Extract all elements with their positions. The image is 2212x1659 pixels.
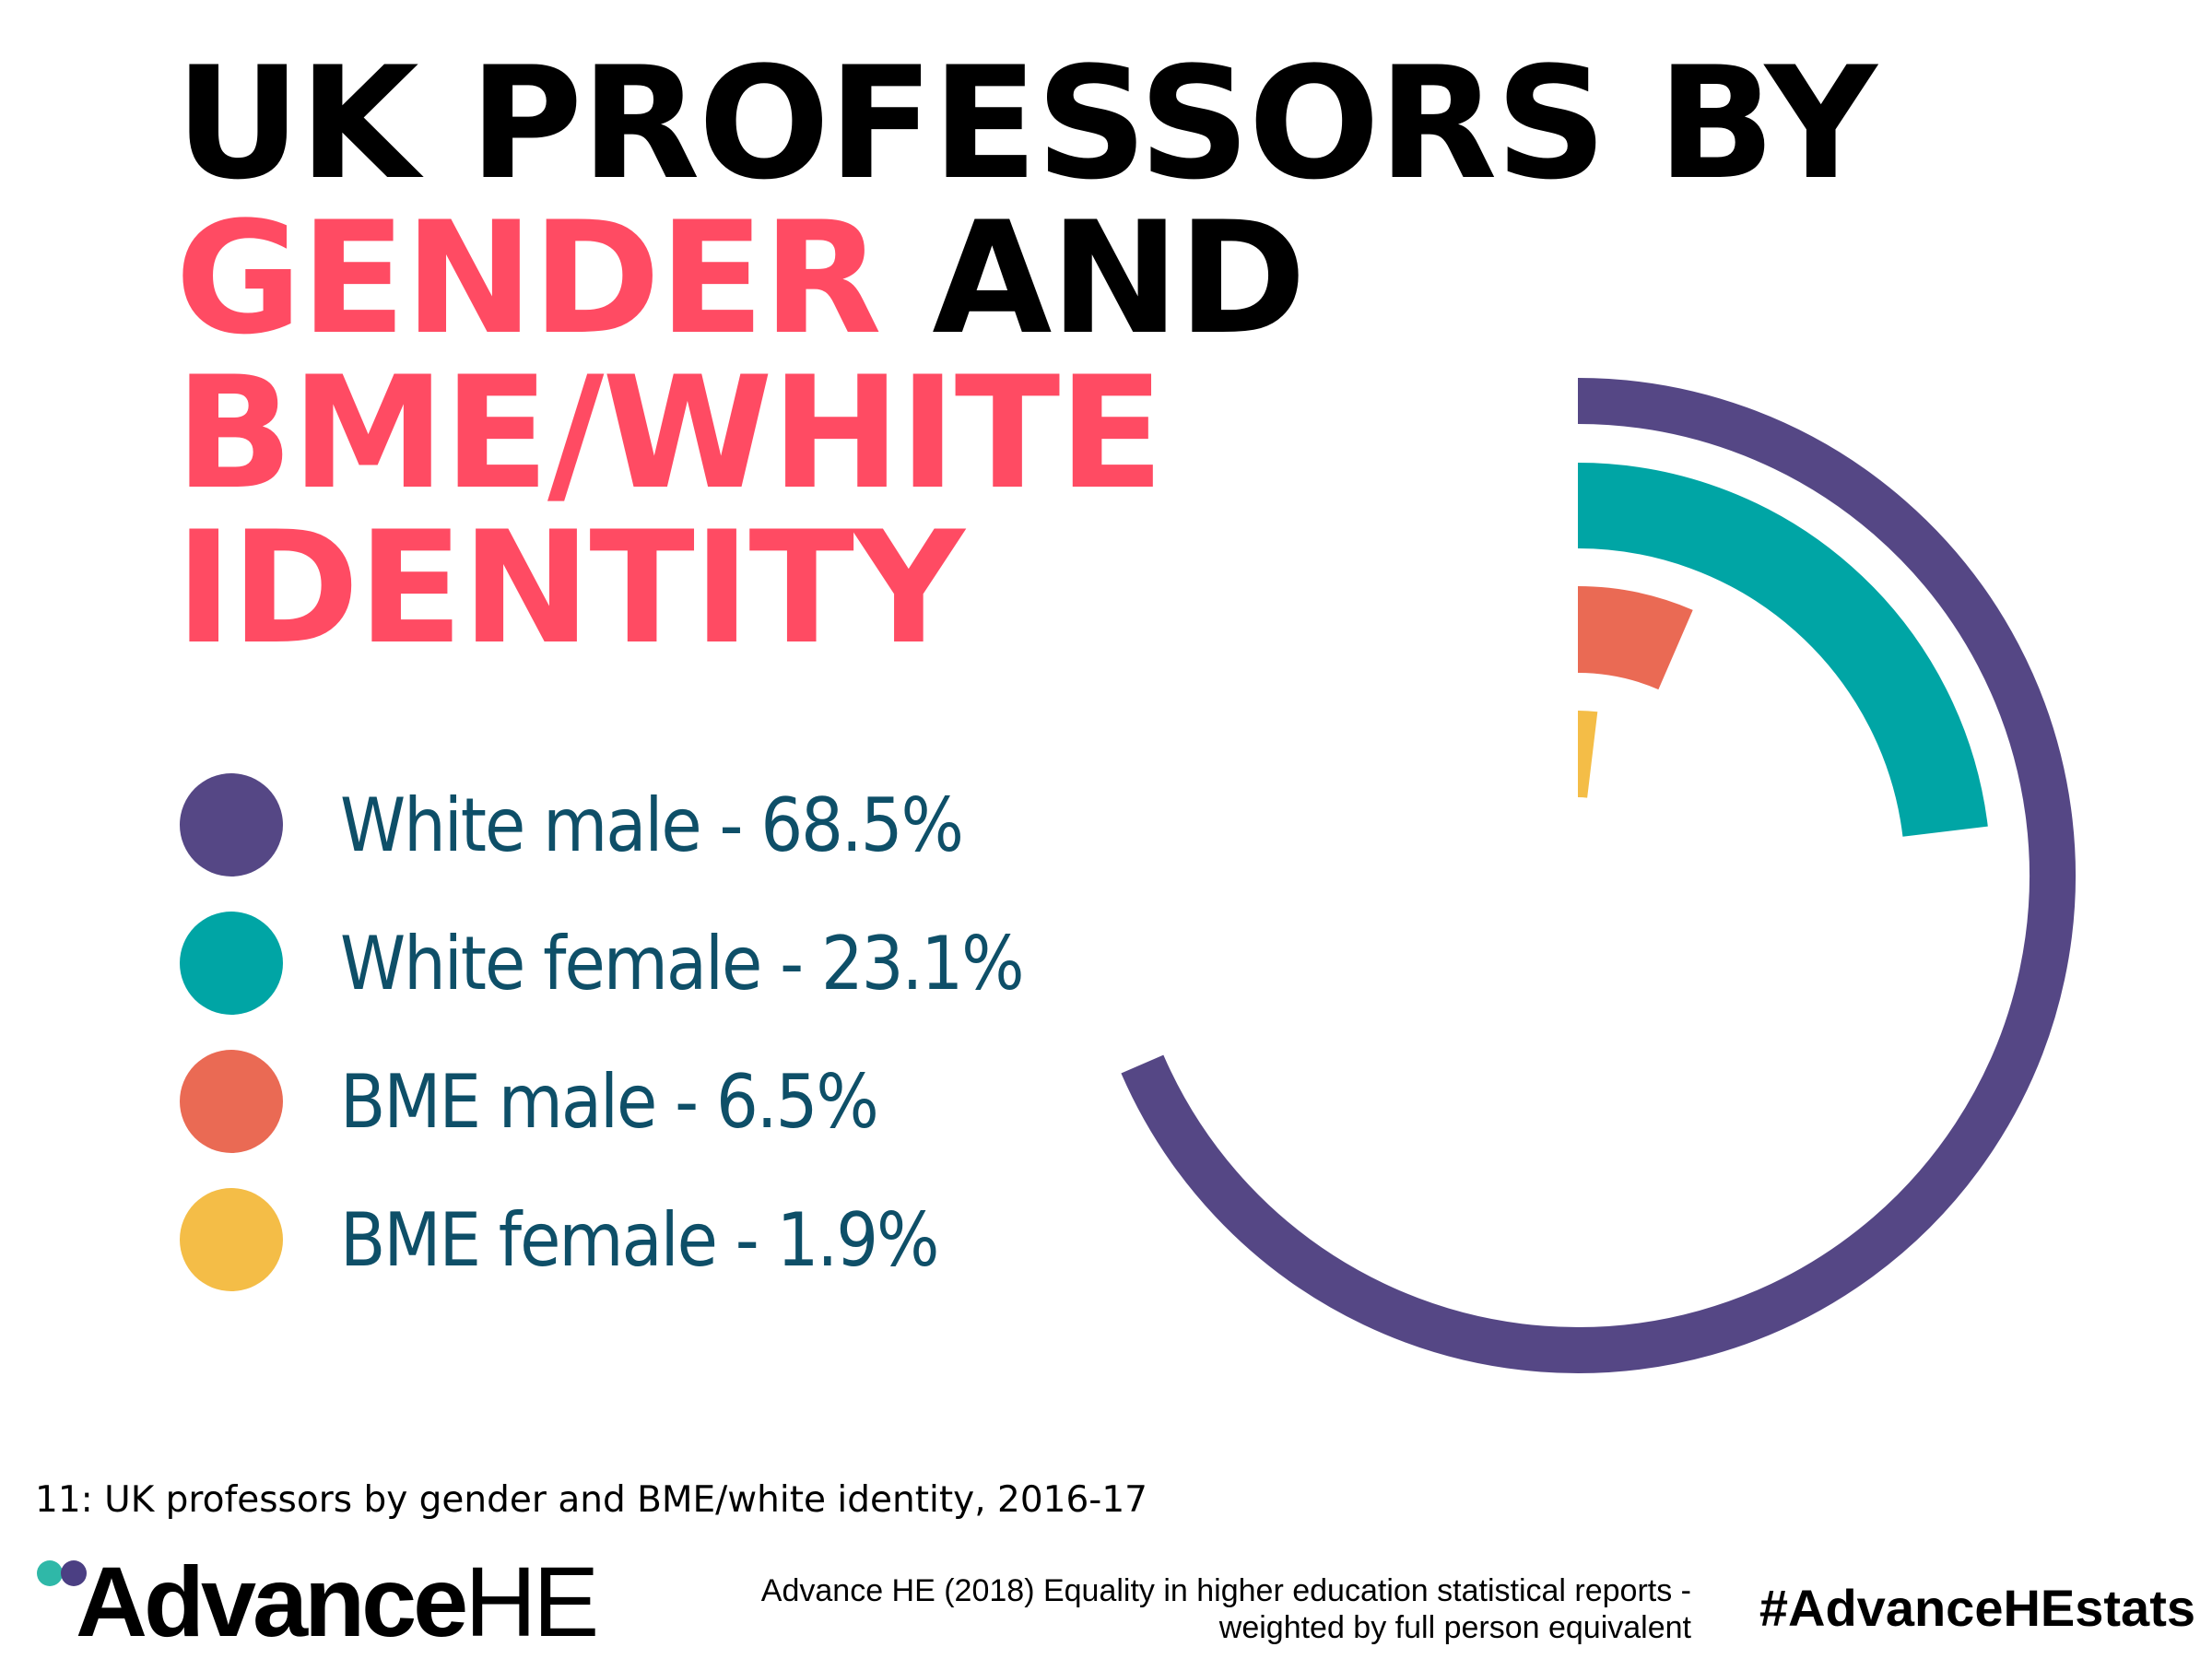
legend-item-bme-male: BME male - 6.5% — [180, 1032, 1023, 1171]
legend-label-bme-female: BME female - 1.9% — [340, 1196, 939, 1283]
hashtag: #AdvanceHEstats — [1759, 1579, 2195, 1637]
chart-title: UK PROFESSORS BY GENDER AND BME/WHITE ID… — [175, 33, 1877, 678]
legend-item-white-female: White female - 23.1% — [180, 894, 1025, 1032]
logo-text-advance: Advance — [76, 1546, 468, 1657]
source-line-2: weighted by full person equivalent — [1218, 1610, 1691, 1645]
title-and: AND — [879, 188, 1306, 369]
title-line-4: IDENTITY — [175, 498, 965, 678]
legend-item-bme-female: BME female - 1.9% — [180, 1171, 1023, 1309]
legend-item-white-male: White male - 68.5% — [180, 756, 1023, 894]
logo-dot-teal — [37, 1560, 63, 1586]
legend-swatch-bme-female — [180, 1188, 283, 1291]
figure-caption: 11: UK professors by gender and BME/whit… — [35, 1479, 1147, 1521]
legend-label-white-female: White female - 23.1% — [340, 920, 1025, 1006]
logo-wordmark: AdvanceHE — [76, 1546, 599, 1657]
arc-bme-male — [1577, 586, 1693, 690]
title-line-1: UK PROFESSORS BY — [175, 33, 1877, 214]
legend: White male - 68.5% White female - 23.1% … — [180, 756, 1025, 1309]
source-note: Advance HE (2018) Equality in higher edu… — [761, 1572, 1691, 1646]
title-accent-gender: GENDER — [175, 188, 882, 369]
logo-text-he: HE — [465, 1546, 599, 1657]
legend-label-bme-male: BME male - 6.5% — [340, 1058, 879, 1145]
legend-swatch-white-female — [180, 912, 283, 1015]
title-line-3: BME/WHITE — [175, 343, 1164, 524]
legend-swatch-white-male — [180, 773, 283, 877]
arc-white-male — [1121, 378, 2076, 1373]
title-line-2: GENDER AND — [175, 201, 1876, 356]
arc-bme-female — [1577, 711, 1598, 798]
source-line-1: Advance HE (2018) Equality in higher edu… — [760, 1573, 1691, 1608]
logo-dot-purple — [61, 1560, 87, 1586]
advance-he-logo: AdvanceHE — [37, 1548, 700, 1654]
legend-swatch-bme-male — [180, 1050, 283, 1153]
legend-label-white-male: White male - 68.5% — [340, 782, 964, 868]
arc-white-female — [1577, 463, 1988, 838]
